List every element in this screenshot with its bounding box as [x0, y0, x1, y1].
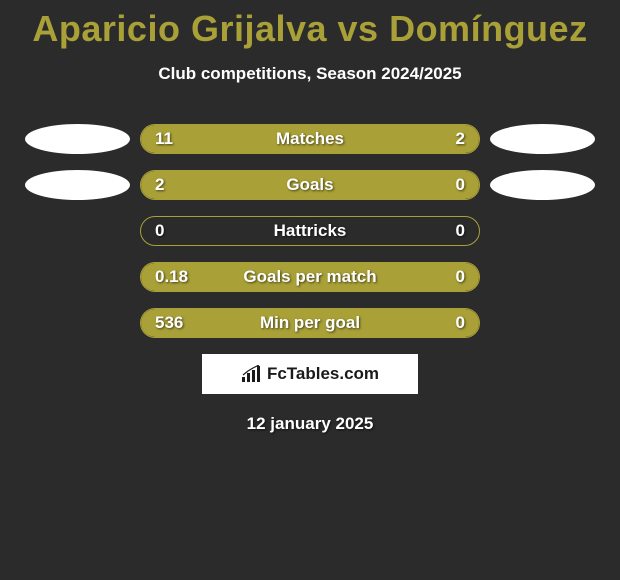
- date-label: 12 january 2025: [0, 414, 620, 434]
- stat-bar: 11 Matches 2: [140, 124, 480, 154]
- subtitle: Club competitions, Season 2024/2025: [0, 64, 620, 84]
- spacer: [25, 216, 130, 246]
- spacer: [490, 262, 595, 292]
- stat-label: Min per goal: [260, 313, 360, 333]
- stat-bar: 536 Min per goal 0: [140, 308, 480, 338]
- stat-value-right: 2: [456, 129, 465, 149]
- stat-label: Hattricks: [274, 221, 347, 241]
- stat-row-hattricks: 0 Hattricks 0: [0, 216, 620, 246]
- infographic-container: Aparicio Grijalva vs Domínguez Club comp…: [0, 0, 620, 580]
- stat-value-left: 2: [155, 175, 164, 195]
- stat-value-left: 536: [155, 313, 183, 333]
- player-right-indicator: [490, 124, 595, 154]
- bar-fill-left: [141, 125, 401, 153]
- stat-row-goals: 2 Goals 0: [0, 170, 620, 200]
- stats-list: 11 Matches 2 2 Goals 0 0 Hattricks 0: [0, 124, 620, 338]
- stat-value-left: 11: [155, 129, 173, 149]
- logo-text: FcTables.com: [267, 364, 379, 384]
- stat-value-right: 0: [456, 313, 465, 333]
- page-title: Aparicio Grijalva vs Domínguez: [0, 0, 620, 50]
- player-left-indicator: [25, 124, 130, 154]
- stat-row-goals-per-match: 0.18 Goals per match 0: [0, 262, 620, 292]
- stat-value-right: 0: [456, 175, 465, 195]
- stat-bar: 0 Hattricks 0: [140, 216, 480, 246]
- stat-bar: 0.18 Goals per match 0: [140, 262, 480, 292]
- spacer: [25, 308, 130, 338]
- stat-value-left: 0.18: [155, 267, 188, 287]
- stat-value-left: 0: [155, 221, 164, 241]
- player-right-indicator: [490, 170, 595, 200]
- stat-label: Goals per match: [243, 267, 376, 287]
- player-left-indicator: [25, 170, 130, 200]
- stat-value-right: 0: [456, 221, 465, 241]
- logo-box: FcTables.com: [202, 354, 418, 394]
- bar-fill-right: [401, 125, 479, 153]
- spacer: [490, 216, 595, 246]
- stat-label: Goals: [286, 175, 333, 195]
- stat-row-matches: 11 Matches 2: [0, 124, 620, 154]
- stat-label: Matches: [276, 129, 344, 149]
- spacer: [25, 262, 130, 292]
- bar-chart-icon: [241, 365, 263, 383]
- stat-value-right: 0: [456, 267, 465, 287]
- stat-row-min-per-goal: 536 Min per goal 0: [0, 308, 620, 338]
- stat-bar: 2 Goals 0: [140, 170, 480, 200]
- spacer: [490, 308, 595, 338]
